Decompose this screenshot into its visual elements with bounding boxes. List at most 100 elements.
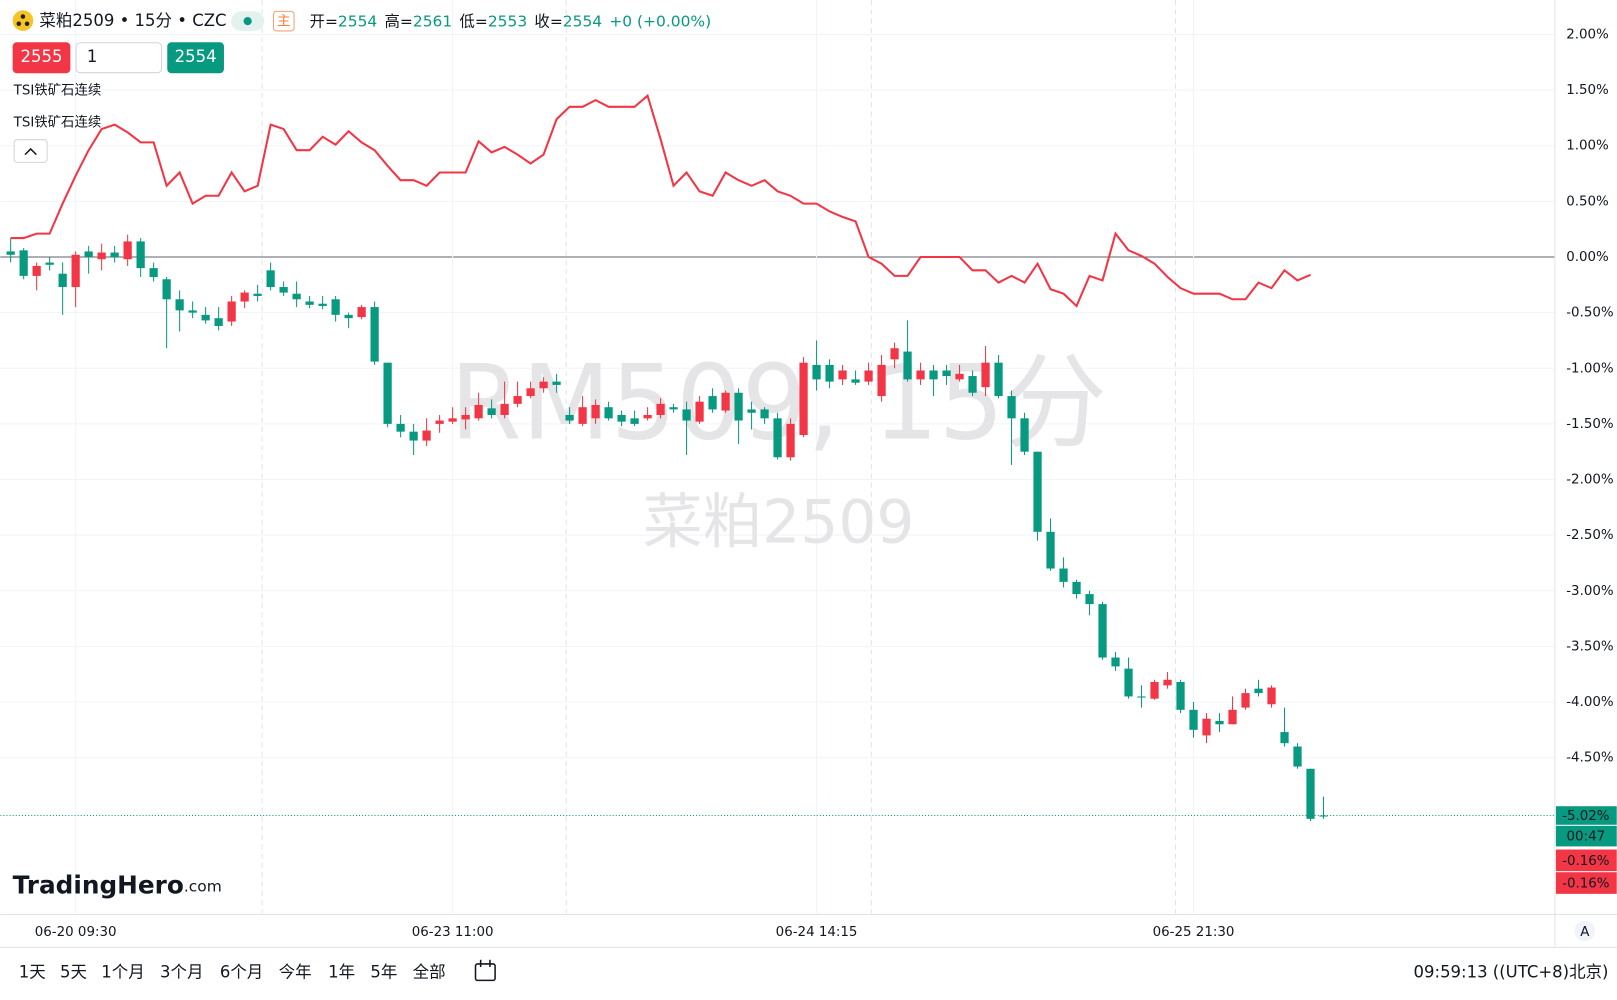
- candle-body: [227, 301, 236, 322]
- candle-body: [175, 299, 184, 311]
- candle-body: [552, 381, 561, 385]
- qty-value[interactable]: 1: [87, 47, 97, 66]
- candle-body: [1254, 688, 1263, 694]
- candle-body: [591, 404, 600, 419]
- candle-body: [1280, 732, 1289, 744]
- study-label[interactable]: TSI铁矿石连续: [13, 83, 102, 99]
- logo-domain: .com: [184, 877, 222, 895]
- candle-body: [708, 396, 717, 410]
- y-tick-label: -3.00%: [1566, 584, 1613, 599]
- main-badge-text: 主: [277, 14, 290, 30]
- candle-body: [526, 388, 535, 397]
- series-value-label: -0.16%: [1562, 877, 1609, 892]
- range-button[interactable]: 全部: [413, 963, 446, 982]
- candle-body: [1150, 681, 1159, 699]
- candle-body: [331, 299, 340, 315]
- plot: [0, 93, 1555, 822]
- y-tick-label: -3.50%: [1566, 639, 1613, 654]
- candle-body: [968, 376, 977, 393]
- candle-body: [1176, 681, 1185, 710]
- candle-body: [266, 270, 275, 288]
- candle-body: [448, 418, 457, 422]
- collapse-button[interactable]: [13, 139, 48, 163]
- x-tick-label: 06-24 14:15: [776, 925, 858, 940]
- auto-scale-label[interactable]: A: [1580, 925, 1590, 940]
- candle-body: [916, 370, 925, 380]
- candle-body: [253, 293, 262, 296]
- y-tick-label: -4.00%: [1566, 695, 1613, 710]
- candle-body: [357, 307, 366, 318]
- candle-body: [695, 401, 704, 422]
- symbol-title[interactable]: 菜粕2509 • 15分 • CZC: [39, 11, 226, 30]
- candle-body: [188, 310, 197, 313]
- candle-body: [58, 273, 67, 288]
- ohlc-label: 收=: [534, 12, 562, 30]
- candle-body: [1163, 679, 1172, 686]
- candle-body: [669, 407, 678, 410]
- y-tick-label: -1.50%: [1566, 417, 1613, 432]
- candle-body: [1319, 815, 1328, 817]
- candle-body: [656, 403, 665, 415]
- candle-body: [630, 418, 639, 424]
- candle-body: [1202, 718, 1211, 736]
- candle-body: [864, 370, 873, 382]
- sell-price[interactable]: 2555: [21, 47, 63, 66]
- candle-body: [721, 392, 730, 411]
- candle-body: [1124, 668, 1133, 697]
- study-line: [10, 93, 1311, 308]
- candle-body: [994, 362, 1003, 397]
- clock[interactable]: 09:59:13 ((UTC+8)北京): [1414, 963, 1609, 982]
- candle-body: [409, 431, 418, 441]
- candle-body: [565, 414, 574, 421]
- candle-body: [1111, 657, 1120, 667]
- last-price-label: -5.02%: [1562, 809, 1609, 824]
- candle-body: [19, 250, 28, 276]
- candle-body: [1085, 594, 1094, 605]
- ohlc-value: 2554: [338, 12, 377, 30]
- candle-body: [955, 373, 964, 380]
- candle-body: [539, 381, 548, 389]
- range-button[interactable]: 1天: [19, 963, 46, 982]
- qty-input[interactable]: [75, 42, 163, 74]
- candle-body: [279, 287, 288, 293]
- symbol-icon: [16, 21, 22, 26]
- chevron-icon: [24, 147, 37, 156]
- candle-body: [1228, 709, 1237, 725]
- candle-body: [110, 252, 119, 257]
- sell-button[interactable]: [12, 42, 71, 74]
- candle-body: [32, 265, 41, 276]
- range-bar: 1天 5天 1个月 3个月 6个月 今年 1年 5年 全部: [19, 963, 446, 982]
- buy-button[interactable]: [167, 42, 224, 74]
- candle-body: [747, 409, 756, 413]
- candle-body: [461, 414, 470, 420]
- range-button[interactable]: 1年: [328, 963, 355, 982]
- goto-date-icon[interactable]: [474, 959, 496, 982]
- candle-body: [877, 364, 886, 397]
- range-button[interactable]: 3个月: [160, 963, 203, 982]
- auto-scale-button[interactable]: [1574, 920, 1596, 942]
- buy-price[interactable]: 2554: [175, 47, 217, 66]
- candle-body: [1215, 720, 1224, 725]
- candle-body: [981, 362, 990, 388]
- symbol-icon: [20, 14, 26, 19]
- range-button[interactable]: 5天: [60, 963, 87, 982]
- candle-body: [851, 379, 860, 383]
- ohlc-value: 2561: [413, 12, 452, 30]
- candle-body: [84, 251, 93, 257]
- status-dot: [243, 17, 252, 26]
- study-label[interactable]: TSI铁矿石连续: [13, 115, 102, 131]
- candle-body: [1306, 768, 1315, 819]
- y-tick-label: -4.50%: [1566, 751, 1613, 766]
- range-button[interactable]: 今年: [279, 963, 312, 982]
- grid: [0, 0, 1555, 914]
- y-tick-label: 1.00%: [1566, 139, 1609, 154]
- candle-body: [799, 362, 808, 436]
- last-price-box: [1555, 806, 1617, 825]
- range-button[interactable]: 6个月: [220, 963, 263, 982]
- range-button[interactable]: 1个月: [101, 963, 144, 982]
- candle-body: [123, 241, 132, 260]
- calendar-icon[interactable]: [474, 963, 496, 982]
- range-button[interactable]: 5年: [370, 963, 397, 982]
